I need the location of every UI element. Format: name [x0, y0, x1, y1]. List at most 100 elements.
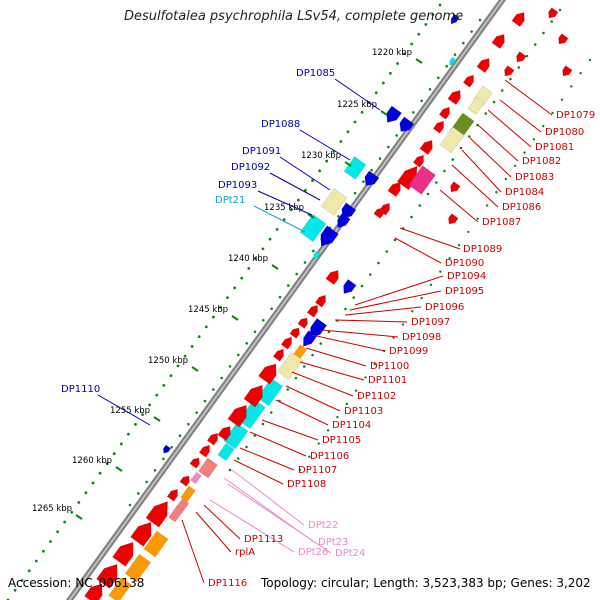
right-leader-line [275, 399, 329, 426]
topology-label: Topology: [261, 576, 318, 590]
outer-left-dot [346, 130, 350, 134]
inner-left-dot [145, 480, 148, 484]
inner-right-dot [286, 388, 290, 391]
outer-left-dot [77, 501, 81, 504]
inner-right-dot [352, 296, 356, 299]
right-leader-line [334, 319, 408, 323]
red-gene [438, 106, 450, 120]
red-gene-shape [314, 294, 326, 308]
outer-left-dot [190, 344, 194, 348]
right-gene-label: DP1086 [502, 202, 541, 213]
scale-tick-mark [271, 264, 279, 270]
outer-left-dot [296, 198, 300, 202]
inner-left-dot [170, 445, 173, 449]
left-strand-gene [256, 377, 284, 407]
left-strand-gene-shape [343, 156, 367, 180]
red-gene [511, 11, 525, 27]
genes-value: 3,202 [556, 576, 591, 590]
outer-left-dot [148, 403, 152, 407]
inner-right-dot [319, 342, 323, 345]
right-leader-line [261, 419, 319, 441]
outer-red-gene [548, 7, 559, 19]
map-title: Desulfotalea psychrophila LSv54, complet… [124, 9, 464, 24]
right-gene-label: DP1082 [522, 156, 561, 167]
left-strand-gene [449, 56, 457, 66]
inner-left-dot [370, 168, 373, 172]
right-gene-label: DP1090 [445, 258, 484, 269]
left-leader-line [253, 205, 306, 233]
inner-right-dot [302, 365, 306, 368]
outer-left-dot [49, 540, 52, 543]
outer-right-dot [560, 98, 564, 101]
outer-left-dot [91, 481, 95, 485]
red-gene-shape [130, 521, 152, 547]
red-gene-shape [511, 11, 525, 27]
outer-left-dot [197, 335, 201, 339]
left-strand-gene-shape [223, 422, 249, 450]
inner-right-dot [533, 43, 537, 46]
outer-right-dot [476, 217, 479, 220]
right-leader-line [195, 511, 232, 553]
outer-left-dot [169, 374, 173, 378]
inner-left-dot [187, 422, 190, 426]
genome-summary: Topology: circular; Length: 3,523,383 bp… [261, 576, 591, 590]
inner-right-dot [451, 158, 455, 161]
red-gene [280, 336, 292, 350]
outer-left-dot [325, 159, 329, 163]
outer-right-dot [485, 204, 489, 207]
left-gene-label: DP1092 [231, 162, 270, 173]
accent-gene [408, 165, 436, 195]
red-gene [297, 317, 308, 329]
right-gene-label: DP1113 [244, 534, 283, 545]
accent-gene [124, 553, 152, 583]
accession-info: Accession: NC_006138 [8, 576, 144, 590]
right-gene-label: DP1081 [535, 142, 574, 153]
outer-red-gene [450, 181, 461, 193]
right-leader-line [504, 79, 553, 116]
inner-right-dot [492, 100, 496, 104]
inner-right-dot [525, 54, 529, 58]
red-gene [325, 269, 339, 285]
accent-gene-shape [143, 530, 169, 558]
right-leader-line [231, 469, 305, 526]
inner-left-dot [378, 157, 382, 160]
red-gene-shape [206, 432, 218, 446]
outer-right-dot [579, 72, 582, 75]
inner-right-dot [327, 330, 331, 334]
left-strand-gene [450, 13, 460, 25]
red-gene-shape [289, 327, 300, 339]
left-gene-label: DP1091 [242, 146, 281, 157]
outer-left-dot [268, 237, 272, 241]
right-leader-line [203, 504, 241, 540]
right-gene-label: DP1104 [332, 420, 371, 431]
outer-red-gene [504, 65, 515, 77]
red-gene-shape [217, 425, 231, 441]
outer-right-dot [401, 323, 405, 326]
left-strand-gene-shape [313, 250, 321, 260]
left-strand-gene-shape [341, 202, 357, 218]
inner-left-dot [220, 376, 223, 380]
inner-right-dot [509, 77, 512, 81]
inner-right-dot [517, 66, 521, 69]
outer-right-dot [429, 283, 433, 287]
outer-right-dot [504, 177, 508, 181]
outer-right-dot [439, 270, 442, 273]
red-gene-shape [491, 33, 505, 49]
outer-left-dot [353, 120, 357, 124]
red-gene [179, 475, 190, 487]
red-gene-shape [280, 336, 292, 350]
left-strand-gene-shape [449, 56, 457, 66]
right-gene-label: DP1080 [545, 127, 584, 138]
scale-tick-label: 1260 kbp [72, 456, 112, 466]
scale-tick-mark [344, 161, 352, 167]
accent-gene-shape [467, 97, 485, 115]
right-leader-line [227, 483, 332, 554]
outer-left-dot [42, 549, 45, 553]
inner-right-dot [542, 31, 545, 35]
red-gene-shape [84, 583, 103, 600]
inner-right-dot [500, 89, 504, 92]
red-gene-shape [227, 404, 247, 428]
scale-ticks: 1220 kbp 1225 kbp 1230 kbp 1235 kbp 1240 kbp… [32, 48, 423, 520]
outer-right-dot [354, 389, 358, 392]
